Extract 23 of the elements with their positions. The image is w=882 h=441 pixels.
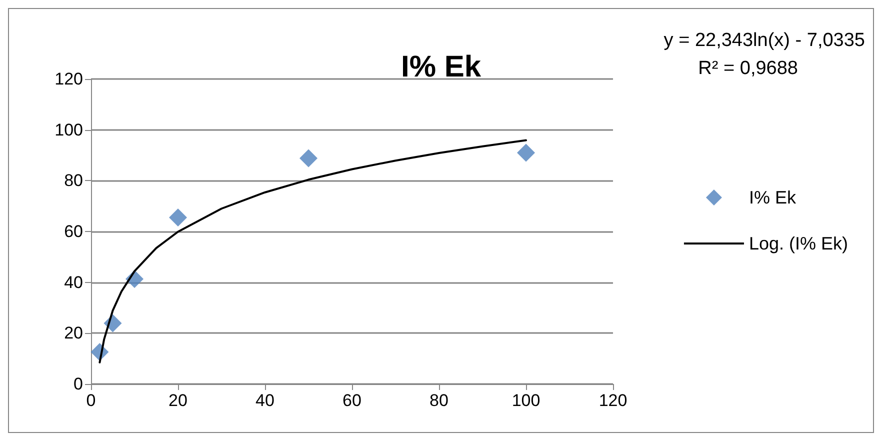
chart-title: I% Ek (400, 50, 482, 84)
y-tick-label: 100 (54, 120, 83, 140)
point (300, 149, 318, 168)
y-tick-label: 80 (64, 171, 83, 190)
x-tick-label: 40 (256, 391, 274, 410)
y-tick-label: 20 (64, 324, 83, 343)
x-tick-label: 20 (168, 391, 188, 410)
legend-label: Log. (I% Ek) (748, 234, 848, 254)
point (517, 144, 535, 162)
y-tick-label: 120 (54, 70, 83, 88)
x-tick-label: 60 (342, 391, 362, 410)
x-tick-label: 120 (598, 391, 628, 410)
y-tick-label: 60 (64, 222, 83, 241)
x-tick-label: 100 (512, 391, 540, 410)
y-tick-label: 0 (74, 374, 83, 394)
x-tick-label: 0 (86, 391, 96, 410)
x-tick-label: 80 (430, 391, 448, 410)
y-tick-label: 40 (64, 272, 83, 292)
legend-label: I% Ek (748, 188, 797, 208)
point (169, 208, 187, 227)
text: R² = 0,9688 (698, 58, 798, 79)
text: y = 22,343ln(x) - 7,0335 (664, 30, 866, 51)
line-series (98, 139, 527, 364)
